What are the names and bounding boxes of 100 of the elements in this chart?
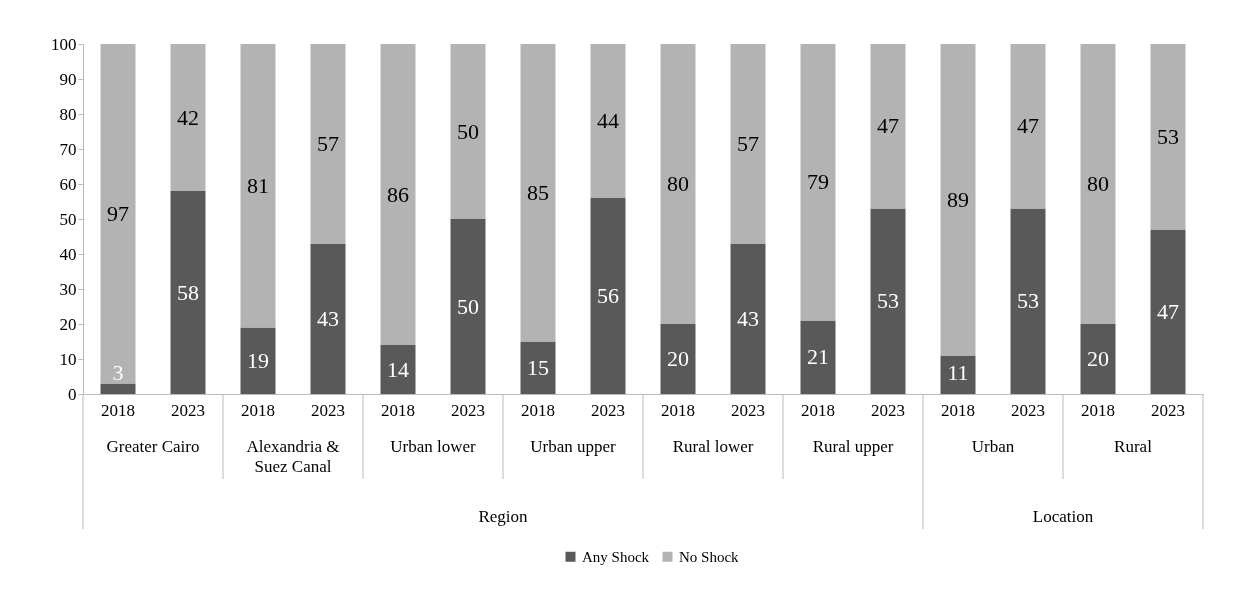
text: Urban lower [390,437,477,456]
bar [1080,324,1116,394]
bar [870,44,906,209]
bar [310,44,346,244]
data-label: 43 [737,305,759,331]
data-label: 11 [947,360,969,385]
x-tick-label: 2018 [941,400,975,420]
x-tick-label: 2023 [1151,400,1185,420]
bar [940,355,976,394]
x-tick-label: 2018 [521,400,555,420]
y-tick-label: 80 [59,104,77,124]
bar [100,383,136,394]
x-tick-label: 2023 [871,400,905,420]
data-label: 19 [247,347,269,373]
data-label: 47 [1017,113,1039,139]
data-label: 21 [807,344,829,370]
x-tick-label: 2018 [101,400,135,420]
bar [1010,208,1046,394]
data-label: 58 [177,279,199,305]
legend-label: No Shock [679,548,740,565]
x-tick-label: 2023 [1011,400,1045,420]
data-label: 53 [877,288,899,314]
data-label: 50 [457,293,479,319]
text: Rural [1114,437,1153,456]
bar [730,44,766,244]
text: Rural lower [672,437,754,456]
x-tick-label: 2018 [381,400,415,420]
data-label: 57 [737,130,759,156]
x-tick-label: 2023 [731,400,765,420]
y-tick-label: 20 [59,314,77,334]
bar [940,44,976,356]
data-label: 44 [597,108,619,133]
y-tick-label: 60 [59,174,77,194]
bar [170,191,206,394]
data-label: 53 [1157,123,1179,149]
bar [520,341,556,394]
data-label: 97 [107,200,129,226]
y-tick-label: 40 [59,244,77,264]
bar [870,208,906,394]
bar [450,44,486,219]
x-tick-label: 2023 [171,400,205,420]
data-label: 14 [387,356,409,382]
x-tick-label: 2018 [241,400,275,420]
bar [1080,44,1116,324]
data-label: 43 [317,305,339,331]
data-label: 20 [667,346,689,371]
text: Region [478,507,529,526]
x-tick-label: 2023 [311,400,345,420]
y-tick-label: 90 [59,69,77,89]
data-label: 57 [317,130,339,156]
bar [310,243,346,394]
bar [380,44,416,345]
text: Rural upper [812,437,894,456]
data-label: 47 [1157,298,1179,324]
data-label: 3 [112,360,124,385]
x-tick-label: 2023 [591,400,625,420]
data-label: 47 [877,113,899,139]
bar [1010,44,1046,209]
data-label: 79 [807,169,829,195]
bar [730,243,766,394]
text: Urban upper [530,437,617,456]
bar [1150,44,1186,230]
bar [450,219,486,394]
bar [800,44,836,321]
text: Urban [971,437,1015,456]
data-label: 42 [177,104,199,130]
y-tick-label: 10 [59,349,77,369]
legend-label: Any Shock [582,548,650,565]
bar [240,327,276,394]
data-label: 15 [527,354,549,380]
y-tick-label: 70 [59,139,77,159]
data-label: 80 [1087,171,1109,196]
bar [660,44,696,324]
bar [660,324,696,394]
bar [590,44,626,198]
text: Alexandria & Suez Canal [246,437,340,476]
data-label: 56 [597,283,619,308]
x-tick-label: 2023 [451,400,485,420]
x-tick-label: 2018 [1081,400,1115,420]
bar [590,198,626,394]
data-label: 86 [387,181,409,207]
data-label: 81 [247,172,269,198]
bar [240,44,276,328]
y-tick-label: 100 [51,34,77,54]
data-label: 53 [1017,288,1039,314]
text: Greater Cairo [106,437,200,456]
y-tick-label: 30 [59,279,77,299]
data-label: 85 [527,179,549,205]
data-label: 20 [1087,346,1109,371]
x-tick-label: 2018 [661,400,695,420]
data-label: 80 [667,171,689,196]
y-tick-label: 50 [59,209,77,229]
bar [380,345,416,394]
bar [100,44,136,384]
text: Location [1032,507,1094,526]
x-tick-label: 2018 [801,400,835,420]
bar [800,320,836,394]
y-tick-label: 0 [68,384,77,404]
bar [520,44,556,342]
bar [1150,229,1186,394]
